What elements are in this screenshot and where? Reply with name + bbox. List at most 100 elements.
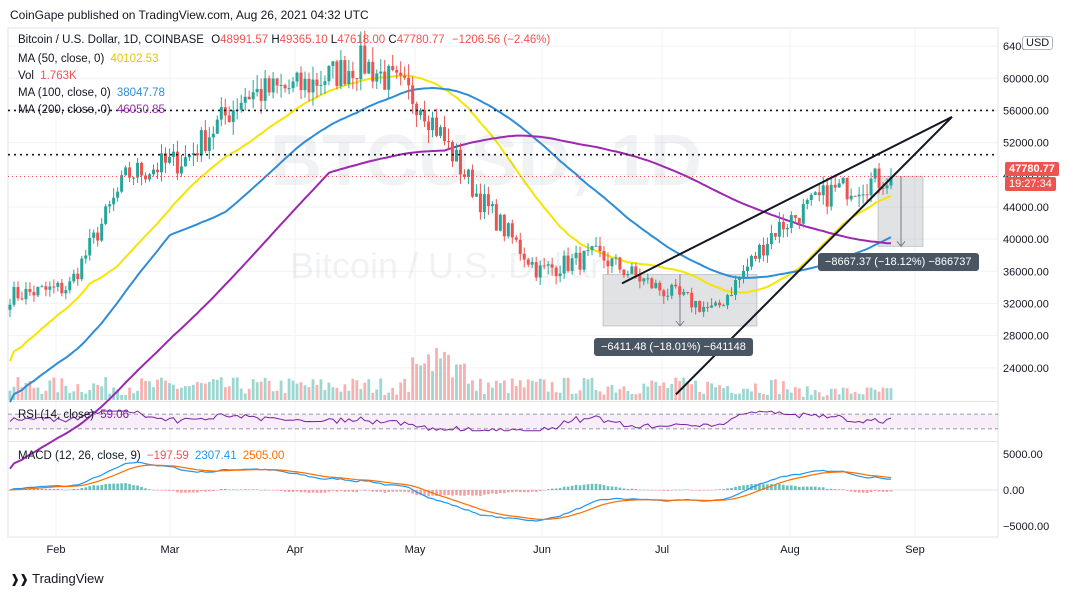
macd-hist-bar — [451, 490, 454, 496]
candle-body — [582, 250, 586, 270]
ohlc-close-label: C — [388, 34, 397, 46]
macd-hist-bar — [351, 490, 355, 492]
candle-body — [72, 273, 76, 282]
ma100-legend[interactable]: MA (100, close, 0) 38047.78 — [18, 87, 165, 99]
volume-bar — [211, 379, 215, 400]
macd-hist-bar — [670, 490, 674, 491]
candle-body — [821, 185, 825, 196]
volume-bar — [829, 388, 833, 400]
ma200-legend[interactable]: MA (200, close, 0) 46050.85 — [18, 104, 165, 116]
volume-bar — [482, 394, 486, 400]
volume-bar — [638, 393, 642, 400]
candle-body — [590, 246, 594, 251]
macd-hist-bar — [463, 490, 466, 496]
candle-body — [650, 278, 654, 289]
candle-body — [793, 215, 797, 218]
tradingview-footer[interactable]: ❱❱ TradingView — [10, 571, 104, 586]
candle-body — [187, 154, 191, 158]
macd-hist-bar — [287, 490, 291, 493]
candle-body — [458, 149, 462, 175]
volume-bar — [132, 393, 135, 400]
volume-bar — [610, 384, 614, 400]
volume-bar — [307, 387, 311, 400]
candle-body — [443, 127, 447, 142]
ma50-legend[interactable]: MA (50, close, 0) 40102.53 — [18, 53, 158, 65]
volume-bar — [750, 391, 753, 400]
macd-hist-bar — [694, 490, 697, 491]
candle-body — [411, 85, 415, 104]
candle-body — [686, 291, 690, 293]
symbol-legend[interactable]: Bitcoin / U.S. Dollar, 1D, COINBASE O489… — [18, 34, 550, 46]
macd-hist-bar — [678, 489, 682, 491]
candle-body — [502, 214, 506, 237]
candle-body — [738, 277, 742, 280]
candle-body — [646, 278, 650, 280]
macd-hist-bar — [646, 489, 650, 491]
candle-body — [36, 286, 40, 296]
volume-bar — [658, 385, 662, 400]
macd-hist-bar — [200, 490, 203, 492]
volume-bar — [670, 383, 674, 400]
candle-body — [618, 257, 622, 270]
candle-body — [60, 282, 64, 294]
candle-body — [24, 288, 28, 300]
volume-bar — [176, 388, 179, 400]
candle-body — [439, 127, 443, 136]
candle-body — [16, 287, 20, 299]
macd-hist-bar — [706, 490, 709, 491]
candle-body — [769, 233, 773, 244]
macd-hist-bar — [168, 490, 171, 491]
candle-body — [363, 45, 367, 74]
rsi-legend[interactable]: RSI (14, close) 59.06 — [18, 409, 129, 421]
candle-body — [347, 70, 351, 84]
candle-body — [104, 206, 108, 224]
macd-hist-bar — [104, 484, 107, 490]
ma200-value: 46050.85 — [116, 104, 165, 116]
macd-hist-bar — [590, 483, 594, 490]
macd-hist-bar — [315, 490, 319, 493]
macd-hist-bar — [562, 486, 566, 490]
volume-bar — [227, 386, 231, 400]
candle-body — [255, 88, 259, 93]
macd-hist-bar — [642, 489, 646, 491]
volume-bar — [323, 390, 327, 400]
currency-selector[interactable]: USD — [1022, 36, 1054, 50]
macd-hist-bar — [291, 490, 295, 492]
volume-bar — [447, 354, 450, 400]
macd-hist-bar — [271, 490, 275, 491]
horizontal-levels — [8, 109, 998, 178]
candle-body — [558, 273, 562, 277]
candle-body — [506, 223, 510, 237]
measure-label-2[interactable]: −8667.37 (−18.12%) −866737 — [818, 253, 979, 271]
volume-bar — [399, 382, 403, 400]
volume-bar — [40, 393, 44, 400]
volume-bar — [574, 393, 578, 400]
ma100-line — [9, 86, 892, 403]
macd-hist-bar — [829, 488, 833, 490]
macd-hist-bar — [371, 490, 375, 492]
candle-body — [734, 279, 738, 295]
candle-body — [40, 286, 44, 288]
publisher-text: CoinGape published on TradingView.com, A… — [10, 8, 369, 22]
macd-hist-bar — [638, 489, 642, 491]
macd-hist-bar — [754, 484, 757, 490]
macd-hist-bar — [837, 489, 841, 490]
candle-body — [889, 176, 893, 186]
candle-body — [48, 286, 52, 290]
volume-bar — [207, 381, 211, 400]
macd-legend[interactable]: MACD (12, 26, close, 9) −197.59 2307.41 … — [18, 450, 284, 462]
macd-hist-bar — [853, 490, 857, 493]
macd-hist-bar — [618, 487, 622, 490]
candle-body — [299, 72, 303, 91]
volume-bar — [108, 393, 112, 400]
macd-hist-bar — [877, 490, 881, 492]
volume-bar — [459, 364, 462, 400]
ma100-value: 38047.78 — [116, 87, 165, 99]
candle-body — [136, 162, 140, 178]
candle-body — [622, 269, 626, 276]
macd-hist-bar — [570, 485, 574, 490]
measure-label-1[interactable]: −6411.48 (−18.01%) −641148 — [594, 338, 753, 356]
vol-legend[interactable]: Vol 1.763K — [18, 70, 77, 82]
macd-hist-bar — [782, 484, 785, 490]
